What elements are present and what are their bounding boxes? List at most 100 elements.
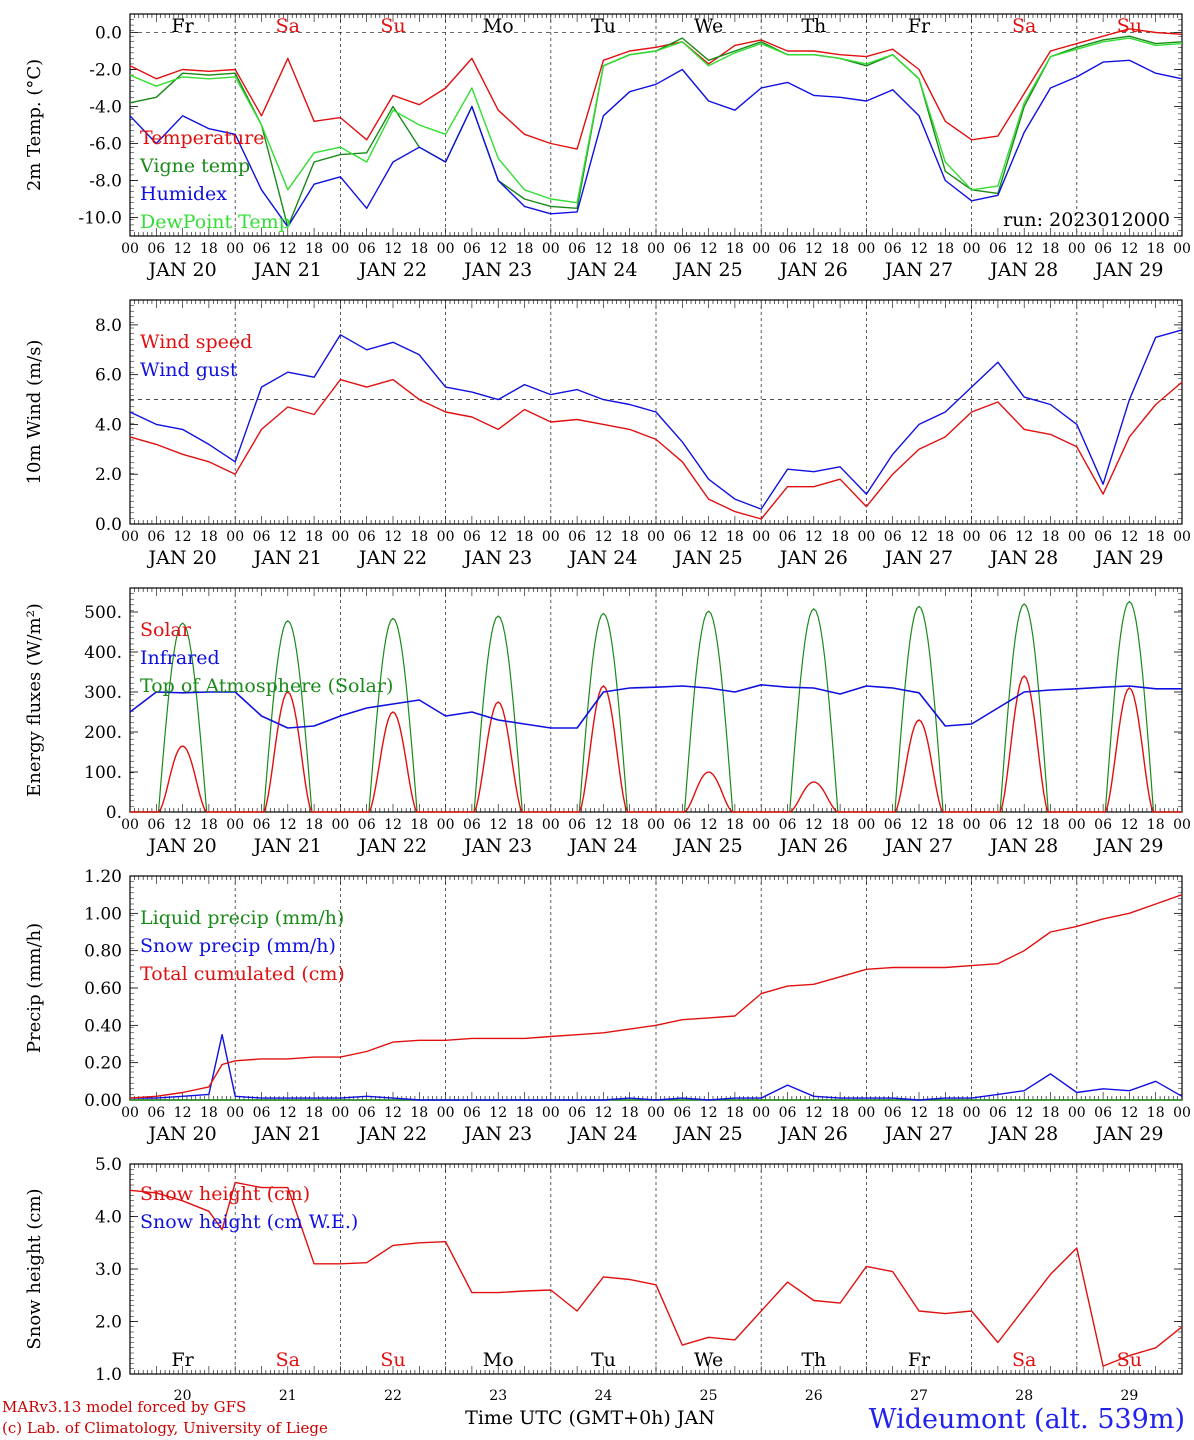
x-hour-label: 12 (384, 1105, 402, 1121)
x-hour-label: 18 (831, 241, 849, 257)
y-tick-label: 8.0 (95, 316, 122, 336)
x-hour-label: 00 (963, 241, 981, 257)
day-number-label: 22 (384, 1388, 402, 1404)
legend-entry: Top of Atmosphere (Solar) (140, 675, 393, 697)
x-hour-label: 12 (1015, 1105, 1033, 1121)
x-hour-label: 12 (174, 817, 192, 833)
solar-day-curve (971, 675, 1077, 813)
x-hour-label: 00 (857, 241, 875, 257)
toa-solar-day-curve (1076, 600, 1182, 813)
x-hour-label: 12 (1120, 241, 1138, 257)
x-hour-label: 12 (910, 241, 928, 257)
x-hour-label: 18 (1147, 529, 1165, 545)
y-tick-label: -10.0 (78, 209, 122, 229)
x-hour-label: 00 (1068, 1105, 1086, 1121)
y-tick-label: 0.00 (84, 1091, 122, 1111)
day-number-label: 24 (594, 1388, 612, 1404)
x-date-label: JAN 27 (883, 547, 953, 569)
legend-entry: Snow precip (mm/h) (140, 935, 336, 957)
day-number-label: 25 (700, 1388, 718, 1404)
x-hour-label: 06 (884, 817, 902, 833)
y-tick-label: 100. (84, 763, 122, 783)
y-tick-label: -4.0 (89, 98, 122, 118)
x-hour-label: 00 (752, 1105, 770, 1121)
series-line-wind-speed (129, 378, 1183, 520)
y-tick-label: 0.60 (84, 979, 122, 999)
x-hour-label: 00 (647, 529, 665, 545)
chart-panel-3: 0. 100. 200. 300. 400. 500. Energy fluxes (W/m… (24, 587, 1191, 857)
x-hour-label: 12 (174, 241, 192, 257)
x-hour-label: 00 (1173, 529, 1191, 545)
x-hour-label: 18 (305, 529, 323, 545)
x-hour-label: 12 (594, 529, 612, 545)
day-number-label: 26 (805, 1388, 823, 1404)
x-hour-label: 12 (1015, 817, 1033, 833)
toa-solar-day-curve (550, 612, 656, 813)
x-date-label: JAN 28 (988, 1123, 1058, 1145)
x-hour-label: 12 (594, 817, 612, 833)
x-hour-label: 18 (410, 241, 428, 257)
x-date-label: JAN 20 (147, 835, 217, 857)
x-hour-label: 06 (673, 1105, 691, 1121)
toa-solar-day-curve (656, 610, 762, 813)
y-tick-label: -8.0 (89, 172, 122, 192)
x-hour-label: 06 (673, 529, 691, 545)
y-axis-label: 2m Temp. (°C) (24, 59, 45, 191)
x-date-label: JAN 28 (988, 259, 1058, 281)
y-tick-label: 0. (106, 803, 122, 823)
x-hour-label: 00 (647, 241, 665, 257)
x-hour-label: 12 (594, 1105, 612, 1121)
x-hour-label: 00 (226, 529, 244, 545)
weekday-label: We (694, 1349, 723, 1371)
legend-entry: Temperature (140, 127, 264, 149)
x-hour-label: 06 (673, 241, 691, 257)
weekday-label: Sa (276, 1349, 300, 1371)
y-tick-label: -2.0 (89, 61, 122, 81)
x-hour-label: 00 (331, 241, 349, 257)
x-hour-label: 18 (621, 241, 639, 257)
x-hour-label: 00 (542, 817, 560, 833)
x-hour-label: 12 (805, 1105, 823, 1121)
x-hour-label: 12 (805, 817, 823, 833)
y-tick-label: 2.0 (95, 465, 122, 485)
x-date-label: JAN 27 (883, 259, 953, 281)
x-hour-label: 06 (147, 241, 165, 257)
weekday-label: Fr (171, 1349, 194, 1371)
x-hour-label: 00 (752, 241, 770, 257)
weekday-label: Sa (276, 15, 300, 37)
x-hour-label: 06 (253, 529, 271, 545)
x-hour-label: 12 (700, 529, 718, 545)
x-hour-label: 18 (726, 241, 744, 257)
x-hour-label: 00 (542, 529, 560, 545)
x-hour-label: 00 (226, 1105, 244, 1121)
x-hour-label: 12 (489, 817, 507, 833)
solar-day-curve (866, 719, 972, 813)
weekday-label: Su (1117, 1349, 1142, 1371)
weekday-label: Fr (908, 1349, 931, 1371)
toa-solar-day-curve (340, 617, 446, 813)
x-hour-label: 06 (358, 1105, 376, 1121)
x-date-label: JAN 24 (567, 835, 637, 857)
chart-panel-2: 0.0 2.0 4.0 6.0 8.0 10m Wind (m/s) 00 06 12 18 00 0… (24, 299, 1191, 569)
x-hour-label: 06 (358, 529, 376, 545)
day-number-label: 27 (910, 1388, 928, 1404)
series-line-wind-gust (129, 329, 1183, 510)
x-hour-label: 00 (857, 529, 875, 545)
weekday-label: Th (801, 15, 826, 37)
x-date-label: JAN 23 (462, 547, 532, 569)
x-hour-label: 12 (1120, 1105, 1138, 1121)
legend-entry: Liquid precip (mm/h) (140, 907, 344, 929)
x-date-label: JAN 21 (252, 547, 322, 569)
x-hour-label: 00 (331, 1105, 349, 1121)
legend-entry: Wind speed (140, 331, 252, 353)
x-hour-label: 00 (437, 1105, 455, 1121)
x-hour-label: 00 (647, 817, 665, 833)
x-date-label: JAN 26 (778, 1123, 848, 1145)
x-date-label: JAN 22 (357, 547, 427, 569)
x-hour-label: 00 (1068, 529, 1086, 545)
x-date-label: JAN 24 (567, 1123, 637, 1145)
x-hour-label: 12 (489, 241, 507, 257)
chart-panel-4: 0.00 0.20 0.40 0.60 0.80 1.00 1.20 Precip (mm/h… (24, 867, 1191, 1145)
y-tick-label: 0.20 (84, 1054, 122, 1074)
